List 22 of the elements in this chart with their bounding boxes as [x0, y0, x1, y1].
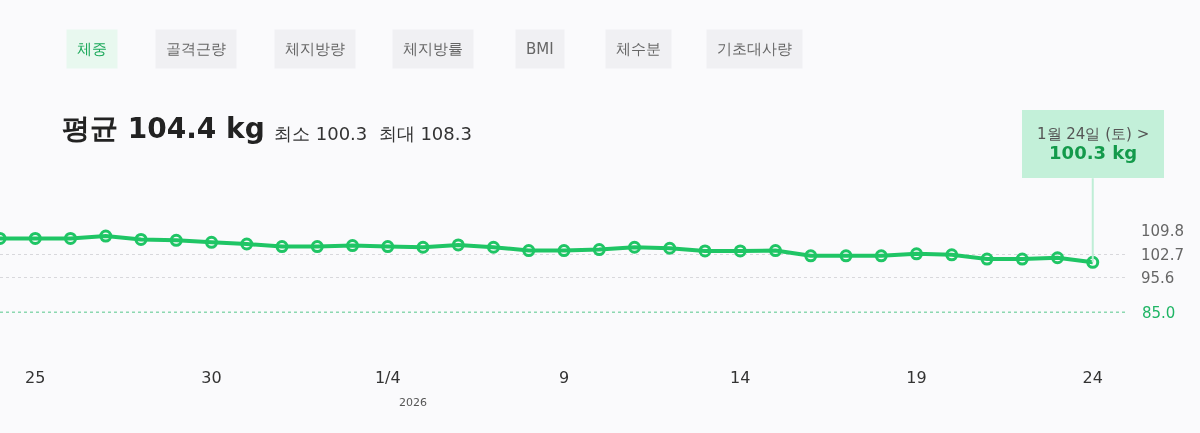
- ref-line-label: 85.0: [1142, 304, 1176, 322]
- annotation: 1월 24일 (토) > 100.3 kg: [1037, 125, 1150, 163]
- text: 기초대사량: [717, 40, 792, 58]
- text: BMI: [526, 40, 554, 58]
- chart-subtitle: 최소 100.3 최대 108.3: [274, 123, 472, 144]
- chart-title: 평균 104.4 kg: [62, 112, 265, 145]
- y-tick-label: 102.7: [1141, 245, 1184, 264]
- text: 체중: [77, 40, 107, 58]
- x-tick-label: 14: [730, 367, 751, 387]
- y-tick-label: 95.6: [1141, 269, 1175, 288]
- x-tick-label: 9: [558, 367, 570, 387]
- text: 체수분: [616, 40, 661, 58]
- x-tick-label: 24: [1082, 367, 1103, 387]
- x-tick-label: 19: [906, 367, 927, 387]
- x-tick-label: 25: [25, 367, 46, 387]
- text: 체지방량: [285, 40, 345, 58]
- text: 2026: [399, 396, 427, 409]
- x-tick-label: 1/4: [374, 367, 401, 387]
- x-tick-label: 30: [201, 367, 222, 387]
- text: 골격근량: [166, 40, 226, 58]
- text: 체지방률: [403, 40, 463, 58]
- y-tick-label: 109.8: [1141, 222, 1184, 241]
